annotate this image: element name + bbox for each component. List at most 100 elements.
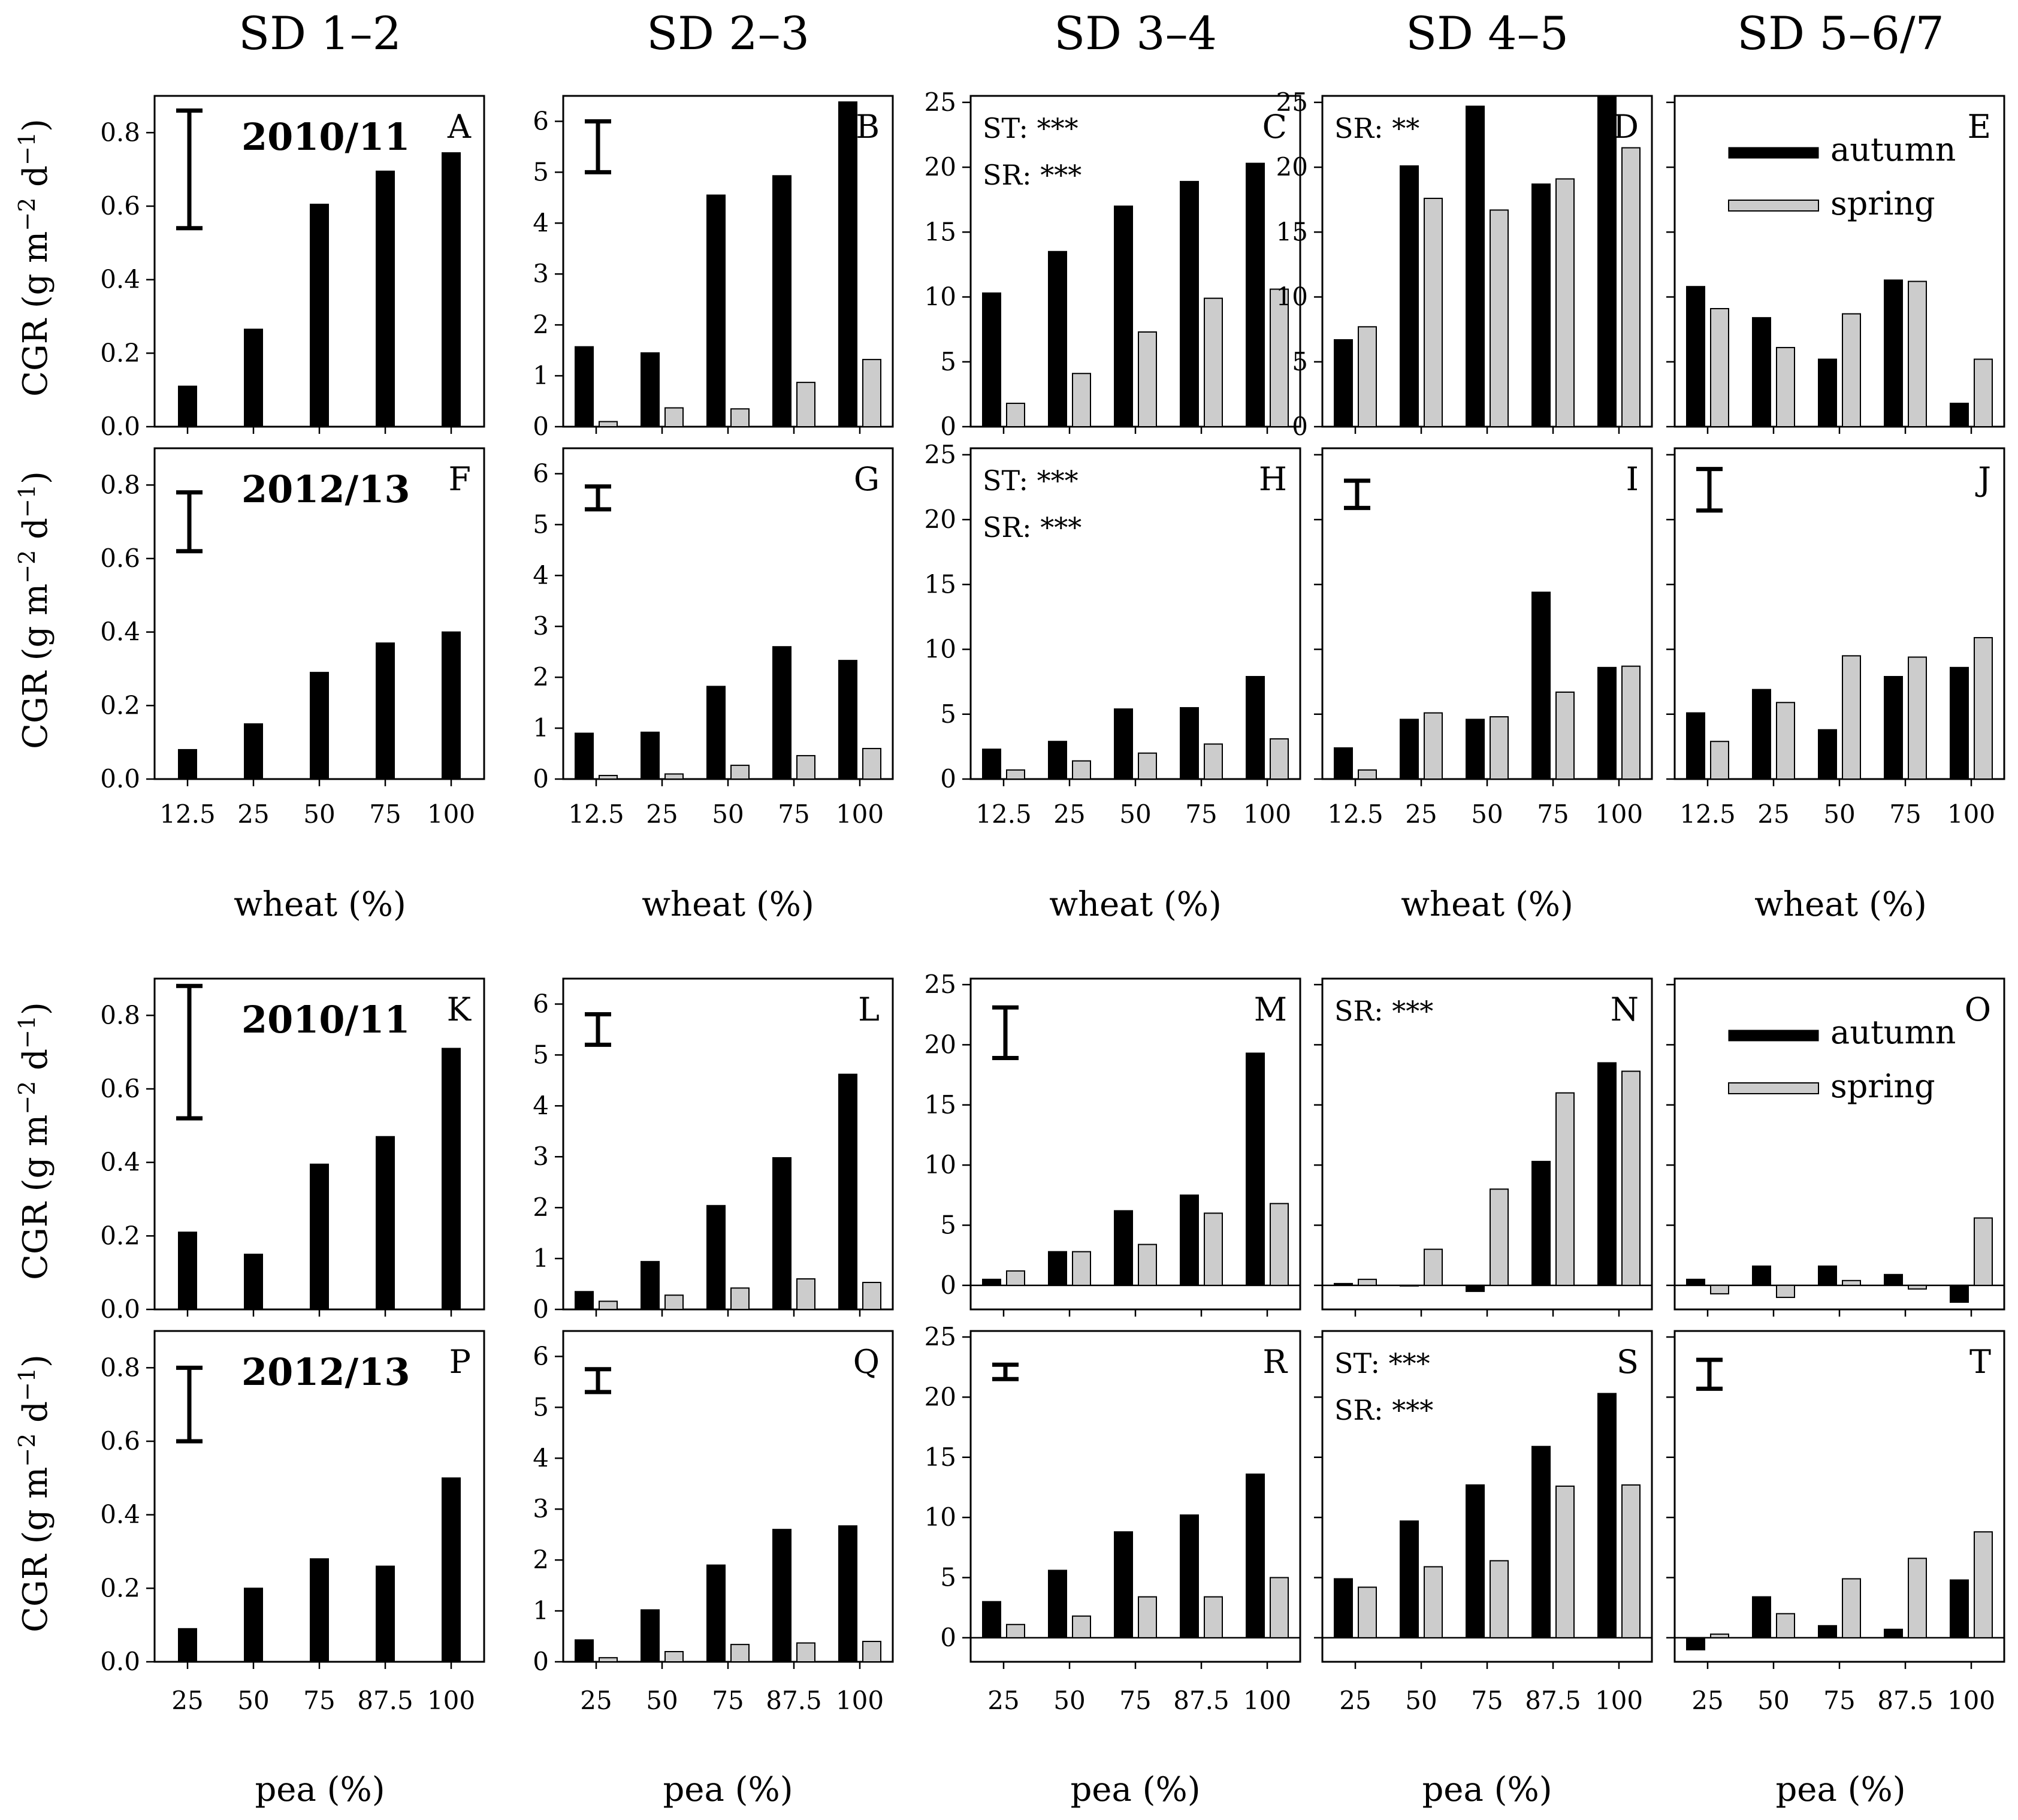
- lsd-error-bar: [176, 490, 203, 554]
- bar-spring-n: [1424, 1248, 1443, 1286]
- panel-i: 12.5 25 50 75 100 I: [1314, 447, 1653, 829]
- y-tick-label: 0.0: [100, 412, 140, 441]
- bar-autumn-l: [706, 1205, 726, 1311]
- bar-autumn-s: [1597, 1393, 1617, 1638]
- x-tick-label: 100: [1595, 1686, 1643, 1715]
- panel-letter: J: [1975, 460, 1991, 498]
- bar-autumn-p: [442, 1477, 461, 1662]
- column-title-sd-1-2: SD 1–2: [238, 7, 401, 60]
- panel-letter: N: [1611, 991, 1639, 1028]
- bar-spring-n: [1358, 1278, 1377, 1286]
- y-tick-label: 1: [533, 361, 549, 390]
- y-tick-label: 5: [533, 157, 549, 186]
- lsd-error-bar: [176, 983, 203, 1121]
- panel-letter: B: [856, 108, 880, 146]
- x-tick-label: 75: [1537, 799, 1569, 829]
- bar-autumn-n: [1597, 1062, 1617, 1286]
- y-tick-label: 1: [533, 1596, 549, 1625]
- bar-autumn-q: [575, 1639, 594, 1663]
- bar-spring-q: [796, 1642, 815, 1662]
- column-title-sd-5-6-7: SD 5–6/7: [1737, 7, 1944, 60]
- bar-autumn-j: [1884, 675, 1903, 780]
- y-tick-label: 4: [533, 1443, 549, 1472]
- y-axis-label: CGR (g m−2 d−1): [14, 1002, 55, 1280]
- y-tick-label: 0.8: [100, 1000, 140, 1030]
- bar-autumn-t: [1686, 1637, 1705, 1650]
- bar-spring-r: [1270, 1577, 1289, 1638]
- bar-autumn-h: [982, 748, 1001, 780]
- y-tick-label: 20: [925, 505, 956, 534]
- y-tick-label: 15: [925, 1090, 956, 1119]
- bar-spring-c: [1204, 297, 1223, 427]
- lsd-error-bar: [1696, 1357, 1723, 1391]
- bar-spring-m: [1204, 1212, 1223, 1286]
- bar-autumn-i: [1400, 719, 1419, 780]
- legend-swatch-spring: [1728, 1082, 1819, 1094]
- panel-k: 0.0 0.2 0.4 0.6 0.8 K 2010/11: [100, 977, 485, 1324]
- significance-label: ST: ***: [983, 464, 1079, 497]
- bar-spring-h: [1072, 760, 1091, 780]
- bar-spring-n: [1555, 1092, 1575, 1286]
- bar-autumn-q: [706, 1564, 726, 1663]
- lsd-error-bar: [176, 108, 203, 231]
- y-tick-label: 10: [925, 1502, 956, 1532]
- y-tick-label: 0.8: [100, 117, 140, 147]
- bar-autumn-e: [1818, 358, 1837, 428]
- y-tick-label: 5: [533, 509, 549, 539]
- x-tick-label: 50: [712, 799, 744, 829]
- bar-spring-o: [1908, 1284, 1927, 1290]
- y-tick-label: 0: [940, 764, 956, 793]
- bar-spring-c: [1138, 331, 1157, 427]
- x-tick-label: 25: [1757, 799, 1789, 829]
- x-tick-label: 100: [836, 799, 884, 829]
- x-tick-label: 12.5: [1679, 799, 1736, 829]
- x-axis-title-wheat: wheat (%): [234, 885, 406, 924]
- bar-autumn-m: [1114, 1210, 1133, 1286]
- bar-autumn-o: [1950, 1284, 1969, 1303]
- panel-letter: P: [449, 1343, 471, 1381]
- bar-autumn-n: [1466, 1284, 1485, 1292]
- x-tick-label: 87.5: [1525, 1686, 1581, 1715]
- bar-autumn-r: [982, 1601, 1001, 1638]
- bar-spring-j: [1710, 741, 1729, 780]
- bar-autumn-g: [575, 732, 594, 780]
- bar-autumn-s: [1334, 1578, 1353, 1638]
- bar-autumn-j: [1818, 729, 1837, 780]
- panel-d: 0 5 10 15 20 25 D SR: **: [1276, 87, 1653, 441]
- bar-spring-q: [664, 1651, 684, 1662]
- y-tick-label: 0.2: [100, 690, 140, 720]
- bar-autumn-s: [1466, 1484, 1485, 1638]
- bar-autumn-d: [1334, 339, 1353, 428]
- bar-autumn-g: [838, 660, 857, 780]
- panel-letter: R: [1262, 1343, 1288, 1381]
- panel-letter: D: [1613, 108, 1639, 146]
- bar-spring-t: [1842, 1578, 1861, 1638]
- x-axis-title-pea: pea (%): [1775, 1770, 1905, 1809]
- bar-spring-i: [1424, 712, 1443, 780]
- bar-spring-g: [599, 775, 618, 780]
- y-tick-label: 1: [533, 713, 549, 743]
- panel-letter: L: [858, 991, 880, 1028]
- panel-letter: H: [1259, 460, 1287, 498]
- bar-autumn-i: [1597, 666, 1617, 780]
- bar-spring-r: [1006, 1623, 1025, 1638]
- y-tick-label: 4: [533, 560, 549, 590]
- bar-autumn-n: [1531, 1161, 1551, 1286]
- bar-autumn-r: [1114, 1531, 1133, 1638]
- bar-spring-o: [1842, 1279, 1861, 1286]
- bar-spring-o: [1776, 1284, 1795, 1298]
- bar-autumn-j: [1950, 666, 1969, 780]
- panel-b: 0 1 2 3 4 5 6 B: [533, 95, 894, 441]
- y-tick-label: 5: [940, 1210, 956, 1239]
- bar-spring-b: [730, 408, 750, 427]
- bar-spring-o: [1710, 1284, 1729, 1294]
- y-axis-labels: CGR (g m−2 d−1) CGR (g m−2 d−1) CGR (g m…: [14, 119, 55, 1632]
- y-tick-label: 25: [925, 440, 956, 469]
- y-tick-label: 0.6: [100, 191, 140, 221]
- bar-spring-h: [1006, 769, 1025, 780]
- bar-spring-e: [1710, 308, 1729, 428]
- bar-autumn-e: [1752, 317, 1771, 428]
- bar-spring-g: [796, 754, 815, 780]
- y-tick-label: 4: [533, 208, 549, 237]
